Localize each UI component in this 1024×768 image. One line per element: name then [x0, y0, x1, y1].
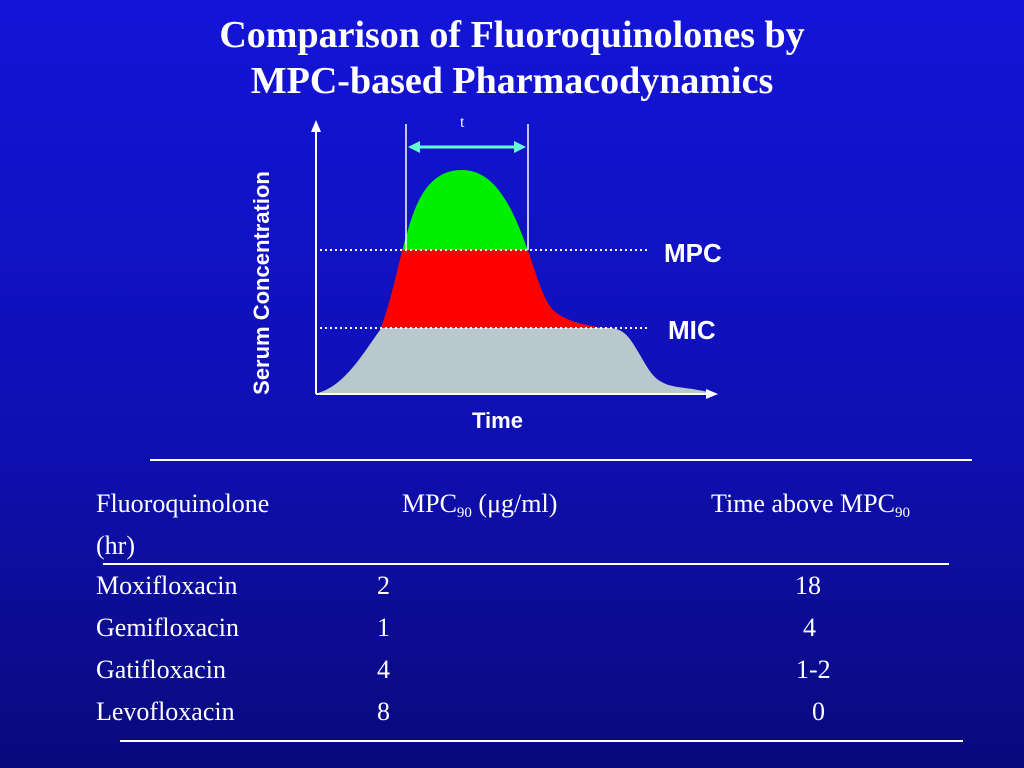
header-mpc: MPC90 (μg/ml): [402, 489, 558, 521]
table-header-rule: [103, 563, 949, 565]
row-drug: Gemifloxacin: [96, 613, 239, 642]
mic-label: MIC: [668, 315, 716, 345]
header-drug: Fluoroquinolone: [96, 489, 270, 518]
row-time: 1-2: [796, 655, 831, 684]
slide-title: Comparison of Fluoroquinolones by MPC-ba…: [0, 12, 1024, 104]
row-mpc: 4: [377, 655, 390, 684]
title-line-1: Comparison of Fluoroquinolones by: [219, 14, 805, 56]
header-mpc-mu: μ: [487, 489, 502, 518]
mpc-label: MPC: [664, 238, 722, 268]
row-time: 4: [803, 613, 816, 642]
row-mpc: 1: [377, 613, 390, 642]
header-mpc-sub: 90: [456, 505, 472, 521]
x-axis-arrow: [706, 389, 718, 399]
region-above-mpc: [318, 170, 708, 250]
row-drug: Moxifloxacin: [96, 571, 238, 600]
row-drug: Levofloxacin: [96, 697, 235, 726]
y-axis-arrow: [311, 120, 321, 132]
header-time-main: Time above MPC: [711, 489, 895, 518]
header-mpc-unit-open: (: [471, 489, 488, 518]
header-mpc-unit-close: g/ml): [501, 489, 558, 518]
row-time: 18: [795, 571, 821, 600]
title-line-2: MPC-based Pharmacodynamics: [250, 60, 774, 102]
header-time: Time above MPC90: [711, 489, 910, 521]
interval-label: t: [460, 114, 465, 131]
region-mic-to-mpc: [318, 250, 708, 328]
interval-arrow: [408, 141, 526, 153]
table-top-rule: [150, 459, 972, 461]
row-mpc: 2: [377, 571, 390, 600]
row-mpc: 8: [377, 697, 390, 726]
region-below-mic: [318, 328, 708, 393]
header-time-unit: (hr): [96, 531, 135, 560]
table-bottom-rule: [120, 740, 963, 742]
y-axis-label: Serum Concentration: [249, 171, 274, 395]
row-time: 0: [812, 697, 825, 726]
row-drug: Gatifloxacin: [96, 655, 226, 684]
header-time-sub: 90: [894, 505, 910, 521]
x-axis-label: Time: [472, 408, 523, 433]
header-mpc-main: MPC: [402, 489, 457, 518]
